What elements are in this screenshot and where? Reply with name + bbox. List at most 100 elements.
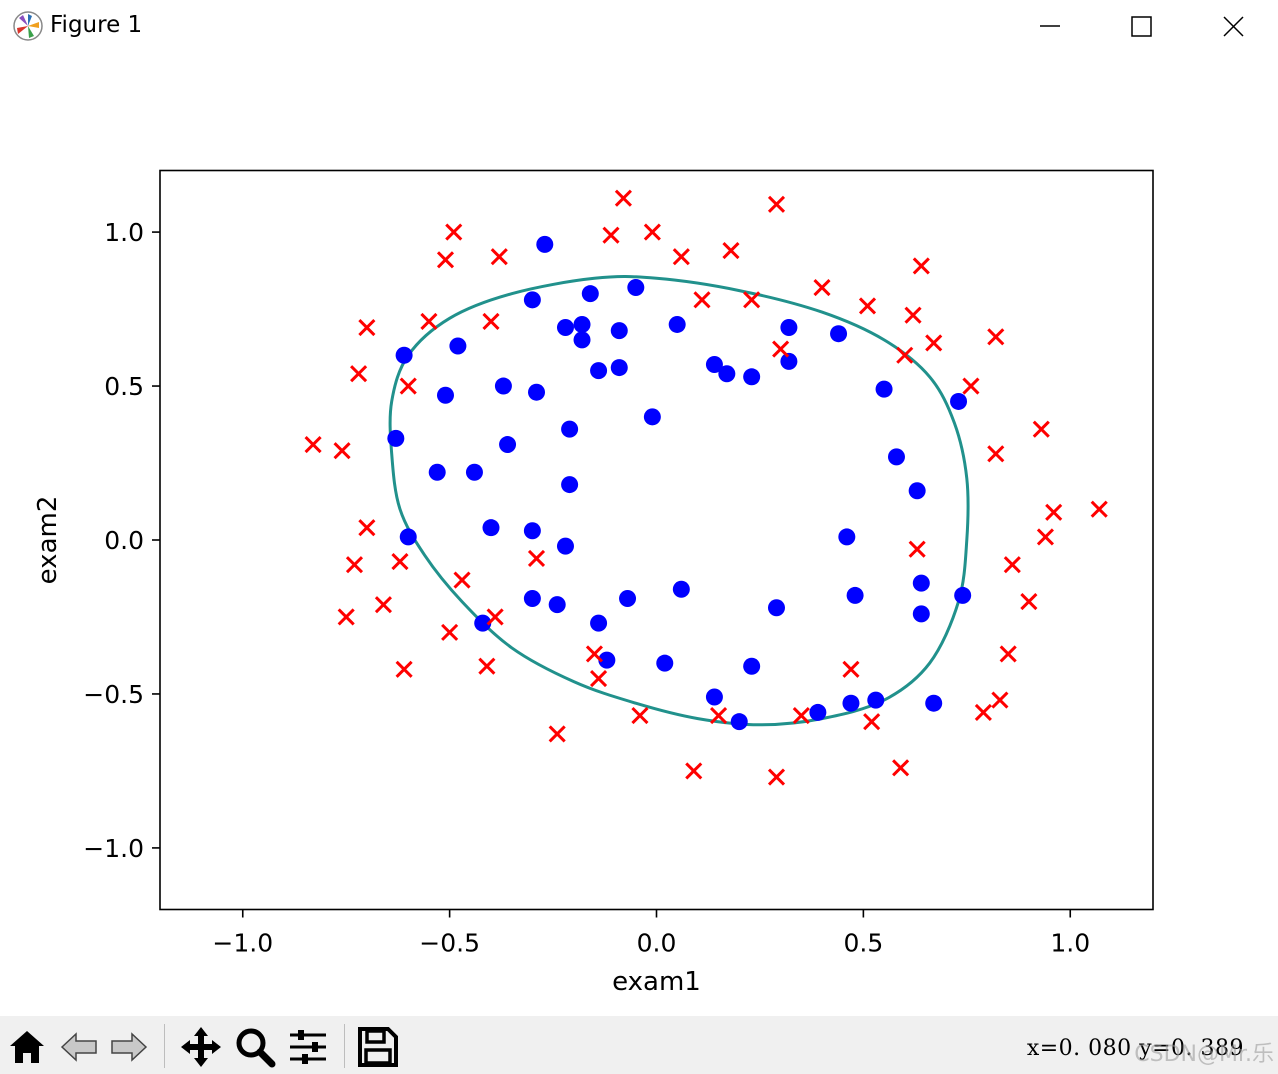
positive-point bbox=[523, 291, 541, 309]
negative-point bbox=[453, 571, 471, 589]
negative-point bbox=[585, 645, 603, 663]
back-arrow-icon bbox=[60, 1032, 97, 1062]
positive-point bbox=[523, 590, 541, 608]
negative-point bbox=[391, 552, 409, 571]
scatter-chart[interactable]: −1.0 −0.5 0.0 0.5 1.0 1.0 0.5 0.0 −0.5 −1.0 exam1… bbox=[0, 52, 1278, 1016]
x-tick-label: −1.0 bbox=[212, 929, 273, 958]
positive-point bbox=[610, 322, 628, 340]
save-button[interactable] bbox=[354, 1025, 400, 1069]
negative-point bbox=[991, 691, 1009, 709]
positive-point bbox=[561, 476, 579, 494]
negative-point bbox=[631, 706, 649, 725]
positive-point bbox=[672, 580, 690, 598]
pan-move-icon bbox=[181, 1027, 221, 1067]
cursor-coordinates: x=0. 080 y=0. 389 bbox=[1026, 1036, 1244, 1061]
negative-point bbox=[1003, 556, 1021, 574]
zoom-magnifier-icon bbox=[236, 1028, 276, 1068]
negative-point bbox=[904, 306, 922, 324]
positive-point bbox=[387, 429, 405, 447]
x-tick-label: −0.5 bbox=[419, 929, 480, 958]
positive-point bbox=[767, 599, 785, 617]
forward-arrow-icon bbox=[111, 1032, 148, 1062]
positive-point bbox=[610, 359, 628, 377]
close-icon bbox=[1223, 16, 1244, 37]
negative-point bbox=[445, 223, 463, 241]
negative-point bbox=[345, 556, 364, 574]
negative-point bbox=[722, 241, 740, 260]
positive-point bbox=[598, 651, 616, 669]
pan-button[interactable] bbox=[178, 1025, 224, 1069]
zoom-button[interactable] bbox=[232, 1025, 278, 1069]
positive-point bbox=[887, 448, 905, 466]
positive-point bbox=[523, 522, 541, 540]
watermark: CSDN@Mr.乐 bbox=[1134, 1042, 1274, 1067]
negative-point bbox=[767, 195, 786, 213]
negative-point bbox=[743, 291, 761, 309]
negative-point bbox=[614, 189, 632, 207]
negative-point bbox=[395, 660, 413, 678]
positive-point bbox=[908, 482, 926, 500]
positive-point bbox=[950, 392, 968, 410]
minimize-icon bbox=[1040, 25, 1060, 27]
negative-point bbox=[892, 759, 910, 777]
positive-point bbox=[436, 386, 454, 404]
negative-point bbox=[792, 706, 810, 725]
negative-point bbox=[896, 346, 914, 364]
negative-point bbox=[1090, 500, 1108, 518]
forward-button[interactable] bbox=[106, 1025, 152, 1069]
y-tick-label: 0.0 bbox=[104, 526, 144, 555]
positive-point bbox=[912, 605, 930, 623]
negative-point bbox=[304, 435, 322, 454]
save-disk-icon bbox=[358, 1027, 398, 1067]
x-axis-label: exam1 bbox=[612, 967, 701, 997]
decision-boundary-line bbox=[388, 275, 970, 727]
negative-point bbox=[527, 549, 546, 568]
positive-point bbox=[561, 420, 579, 438]
negative-point bbox=[374, 596, 392, 614]
home-icon bbox=[10, 1031, 44, 1063]
positive-point bbox=[846, 586, 864, 604]
positive-point bbox=[743, 368, 761, 386]
close-button[interactable] bbox=[1188, 0, 1278, 52]
negative-point bbox=[643, 223, 661, 241]
positive-point bbox=[581, 285, 599, 303]
home-button[interactable] bbox=[4, 1025, 50, 1069]
configure-subplots-button[interactable] bbox=[286, 1025, 332, 1069]
positive-point bbox=[875, 380, 893, 398]
positive-point bbox=[780, 352, 798, 370]
negative-point bbox=[486, 608, 504, 626]
positive-point bbox=[643, 408, 661, 426]
maximize-button[interactable] bbox=[1096, 0, 1188, 52]
positive-point bbox=[465, 463, 483, 481]
negative-point bbox=[490, 248, 508, 266]
negative-point bbox=[602, 226, 620, 244]
plot-frame bbox=[159, 169, 1154, 911]
positive-point bbox=[499, 436, 517, 454]
x-tick-label: 0.5 bbox=[843, 929, 883, 958]
positive-point bbox=[780, 319, 798, 337]
positive-point bbox=[867, 691, 885, 709]
negative-point bbox=[590, 670, 608, 688]
negative-point bbox=[478, 657, 496, 675]
negative-point bbox=[1045, 503, 1063, 521]
negative-point bbox=[337, 608, 355, 626]
positive-point bbox=[925, 694, 943, 712]
toolbar-separator bbox=[344, 1024, 345, 1068]
positive-point bbox=[428, 463, 446, 481]
minimize-button[interactable] bbox=[1004, 0, 1096, 52]
positive-point bbox=[705, 688, 723, 706]
negative-point bbox=[912, 257, 930, 275]
positive-point bbox=[668, 315, 686, 333]
positive-point bbox=[536, 235, 554, 253]
positive-point bbox=[556, 537, 574, 555]
figure-canvas[interactable]: −1.0 −0.5 0.0 0.5 1.0 1.0 0.5 0.0 −0.5 −1.0 exam1… bbox=[0, 52, 1278, 1016]
y-tick-label: 1.0 bbox=[104, 218, 144, 247]
toolbar-separator bbox=[164, 1024, 165, 1068]
negative-point bbox=[1032, 420, 1050, 438]
back-button[interactable] bbox=[56, 1025, 102, 1069]
negative-point bbox=[420, 312, 438, 330]
negative-point bbox=[987, 445, 1005, 463]
negative-point bbox=[772, 340, 790, 358]
positive-point bbox=[912, 574, 930, 592]
positive-point bbox=[809, 703, 827, 721]
